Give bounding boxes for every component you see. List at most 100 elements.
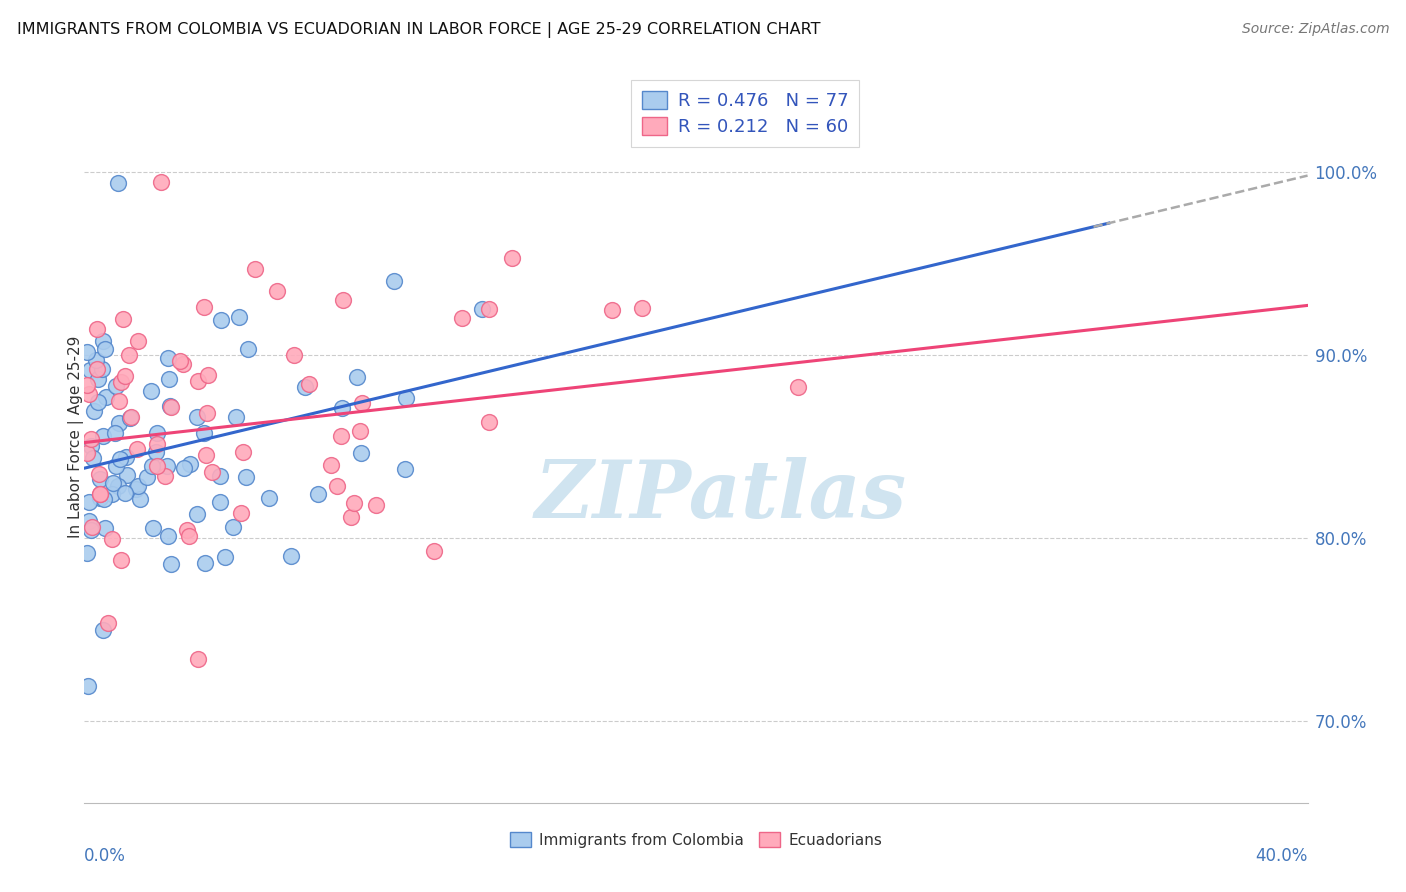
Point	[80, 520, 103, 534]
Point	[104, 425, 127, 440]
Point	[111, 311, 134, 326]
Point	[283, 348, 305, 362]
Point	[91, 623, 114, 637]
Point	[127, 442, 149, 456]
Point	[117, 467, 139, 482]
Point	[91, 334, 114, 348]
Text: 40.0%: 40.0%	[1256, 847, 1308, 864]
Point	[156, 529, 179, 543]
Point	[87, 394, 110, 409]
Point	[93, 343, 115, 357]
Point	[156, 458, 179, 473]
Point	[394, 462, 416, 476]
Point	[186, 507, 208, 521]
Point	[332, 293, 354, 308]
Point	[127, 479, 149, 493]
Point	[76, 377, 98, 392]
Point	[225, 410, 247, 425]
Point	[201, 465, 224, 479]
Point	[266, 284, 288, 298]
Point	[173, 461, 195, 475]
Point	[451, 311, 474, 326]
Point	[139, 384, 162, 398]
Point	[107, 478, 129, 492]
Point	[187, 374, 209, 388]
Point	[330, 429, 353, 443]
Point	[346, 370, 368, 384]
Point	[107, 416, 129, 430]
Point	[145, 444, 167, 458]
Point	[501, 252, 523, 266]
Point	[136, 470, 159, 484]
Point	[97, 616, 120, 631]
Point	[243, 261, 266, 276]
Point	[110, 452, 132, 467]
Point	[214, 550, 236, 565]
Point	[172, 357, 194, 371]
Point	[319, 458, 342, 472]
Point	[141, 458, 163, 473]
Point	[169, 353, 191, 368]
Point	[89, 487, 111, 501]
Point	[89, 487, 111, 501]
Point	[80, 523, 103, 537]
Point	[208, 469, 231, 483]
Point	[600, 302, 623, 317]
Point	[82, 450, 104, 465]
Point	[90, 361, 112, 376]
Point	[193, 426, 215, 441]
Point	[120, 409, 142, 424]
Point	[77, 515, 100, 529]
Legend: Immigrants from Colombia, Ecuadorians: Immigrants from Colombia, Ecuadorians	[503, 826, 889, 854]
Point	[110, 553, 132, 567]
Point	[101, 532, 124, 546]
Point	[77, 495, 100, 509]
Point	[115, 450, 138, 464]
Point	[195, 406, 218, 420]
Point	[195, 448, 218, 462]
Point	[93, 491, 115, 506]
Point	[177, 529, 200, 543]
Point	[423, 543, 446, 558]
Point	[76, 344, 98, 359]
Point	[107, 176, 129, 190]
Point	[330, 401, 353, 416]
Point	[197, 368, 219, 382]
Point	[105, 379, 128, 393]
Point	[229, 506, 252, 520]
Point	[478, 301, 501, 316]
Point	[349, 446, 371, 460]
Point	[477, 415, 499, 429]
Point	[101, 487, 124, 501]
Point	[395, 391, 418, 405]
Point	[76, 679, 98, 693]
Point	[160, 400, 183, 414]
Point	[76, 445, 98, 459]
Point	[79, 438, 101, 452]
Point	[89, 491, 111, 506]
Point	[89, 472, 111, 486]
Point	[118, 348, 141, 362]
Point	[325, 479, 347, 493]
Point	[79, 363, 101, 377]
Point	[194, 557, 217, 571]
Text: Source: ZipAtlas.com: Source: ZipAtlas.com	[1241, 22, 1389, 37]
Point	[114, 486, 136, 500]
Point	[108, 393, 131, 408]
Point	[155, 468, 177, 483]
Point	[280, 549, 302, 564]
Point	[87, 372, 110, 386]
Point	[125, 482, 148, 496]
Point	[232, 445, 254, 459]
Point	[631, 301, 654, 315]
Point	[146, 436, 169, 450]
Point	[257, 491, 280, 505]
Point	[91, 429, 114, 443]
Text: 0.0%: 0.0%	[84, 847, 127, 864]
Y-axis label: In Labor Force | Age 25-29: In Labor Force | Age 25-29	[67, 336, 84, 538]
Point	[160, 557, 183, 571]
Point	[104, 458, 127, 473]
Point	[176, 523, 198, 537]
Point	[298, 377, 321, 392]
Point	[76, 546, 98, 560]
